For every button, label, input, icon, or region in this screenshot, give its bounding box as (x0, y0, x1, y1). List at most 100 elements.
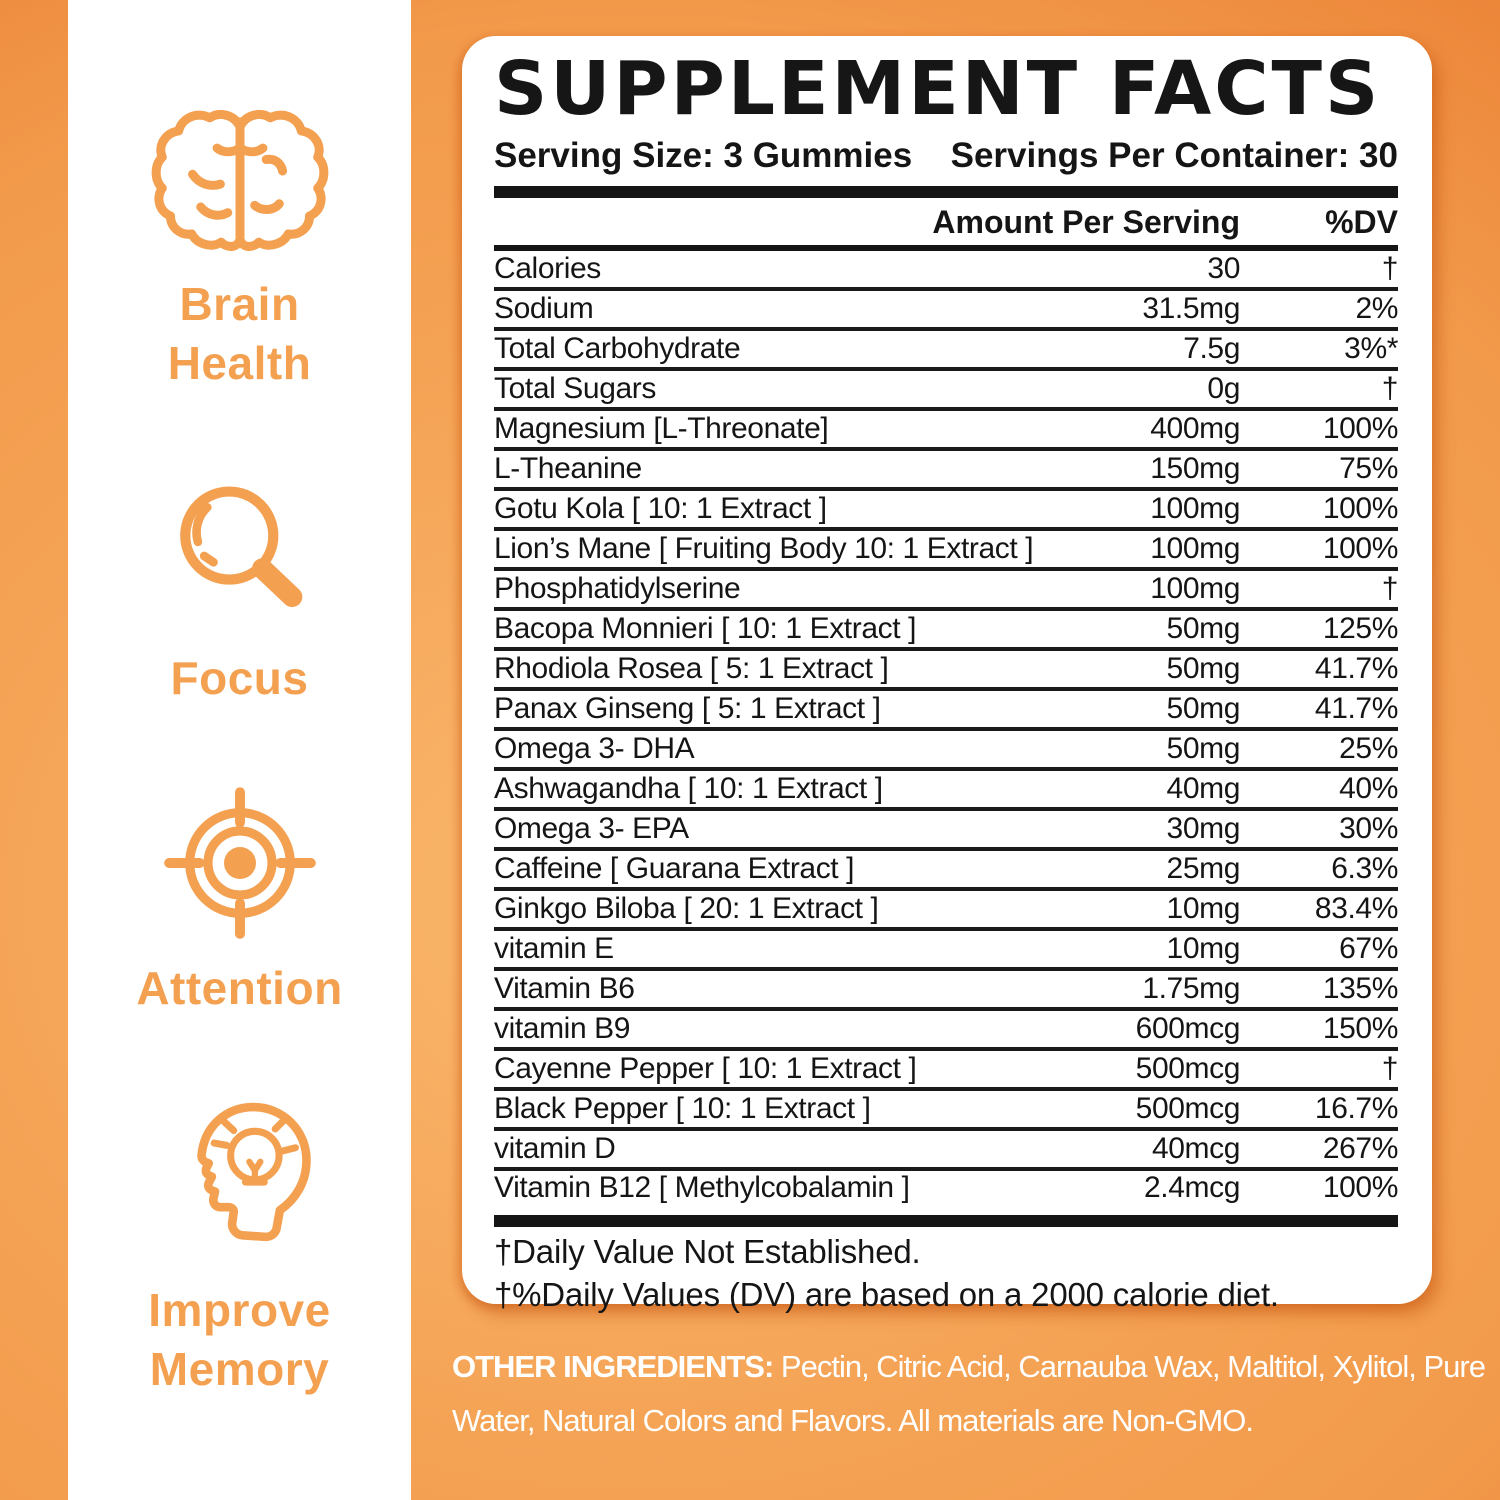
table-row: Calories 30 † (494, 251, 1398, 291)
ingredient-amount: 0g (1207, 372, 1240, 405)
ingredient-name: Bacopa Monnieri [ 10: 1 Extract ] (494, 612, 917, 645)
table-row: Total Carbohydrate 7.5g 3%* (494, 331, 1398, 371)
ingredient-dv: 41.7% (1314, 692, 1398, 725)
ingredient-amount: 500mcg (1135, 1052, 1241, 1085)
ingredient-dv: 2% (1355, 292, 1398, 325)
ingredient-amount: 50mg (1166, 732, 1241, 765)
ingredient-name: Sodium (494, 292, 594, 325)
header-dv: %DV (1325, 204, 1398, 240)
ingredient-name: Vitamin B12 [ Methylcobalamin ] (494, 1171, 910, 1204)
ingredient-amount: 50mg (1166, 652, 1241, 685)
ingredient-dv: 6.3% (1331, 852, 1398, 885)
table-row: Omega 3- DHA 50mg 25% (494, 731, 1398, 771)
ingredient-name: L-Theanine (494, 452, 642, 485)
ingredient-dv: 150% (1322, 1012, 1399, 1045)
ingredient-name: Caffeine [ Guarana Extract ] (494, 852, 855, 885)
ingredient-dv: 3%* (1344, 332, 1398, 365)
table-row: Vitamin B12 [ Methylcobalamin ] 2.4mcg 1… (494, 1171, 1398, 1205)
ingredient-dv: 40% (1339, 772, 1398, 805)
table-header: Amount Per Serving %DV (494, 198, 1398, 251)
footnotes: †Daily Value Not Established. †%Daily Va… (494, 1233, 1398, 1315)
ingredient-amount: 50mg (1166, 692, 1241, 725)
table-row: vitamin D 40mcg 267% (494, 1131, 1398, 1171)
head-lightbulb-icon (196, 1102, 311, 1242)
table-row: Black Pepper [ 10: 1 Extract ] 500mcg 16… (494, 1091, 1398, 1131)
table-row: Magnesium [L-Threonate] 400mg 100% (494, 411, 1398, 451)
ingredient-amount: 400mg (1150, 412, 1240, 445)
ingredient-dv: 100% (1322, 412, 1399, 445)
serving-size: Serving Size: 3 Gummies (494, 136, 913, 175)
ingredient-amount: 30 (1207, 252, 1240, 285)
facts-table-body: Calories 30 † Sodium 31.5mg 2% Total Car… (494, 251, 1398, 1205)
ingredient-amount: 100mg (1150, 532, 1240, 565)
magnifier-icon (180, 486, 303, 608)
table-row: Cayenne Pepper [ 10: 1 Extract ] 500mcg … (494, 1051, 1398, 1091)
ingredient-amount: 31.5mg (1142, 292, 1240, 325)
ingredient-dv: † (1381, 1052, 1399, 1085)
target-icon (163, 787, 316, 939)
ingredient-name: Vitamin B6 (494, 972, 635, 1005)
ingredient-amount: 25mg (1166, 852, 1241, 885)
ingredient-amount: 2.4mcg (1144, 1171, 1240, 1204)
ingredient-name: Omega 3- EPA (494, 812, 689, 845)
table-row: Vitamin B6 1.75mg 135% (494, 971, 1398, 1011)
ingredient-amount: 40mcg (1151, 1132, 1240, 1165)
panel-title: SUPPLEMENT FACTS (494, 46, 1382, 132)
ingredient-dv: † (1381, 372, 1399, 405)
serving-info: Serving Size: 3 Gummies Servings Per Con… (494, 136, 1398, 176)
benefit-label: Focus (170, 652, 309, 705)
ingredient-dv: 100% (1322, 492, 1399, 525)
ingredient-name: Calories (494, 252, 601, 285)
ingredient-dv: † (1381, 572, 1399, 605)
ingredient-dv: 135% (1322, 972, 1399, 1005)
table-row: L-Theanine 150mg 75% (494, 451, 1398, 491)
table-row: Rhodiola Rosea [ 5: 1 Extract ] 50mg 41.… (494, 651, 1398, 691)
table-row: Total Sugars 0g † (494, 371, 1398, 411)
ingredient-name: Cayenne Pepper [ 10: 1 Extract ] (494, 1052, 917, 1085)
footnote-dv-basis: †%Daily Values (DV) are based on a 2000 … (494, 1275, 1279, 1313)
benefits-strip: Brain Health Focus Attention (68, 0, 411, 1500)
ingredient-name: Panax Ginseng [ 5: 1 Extract ] (494, 692, 881, 725)
ingredient-name: vitamin B9 (494, 1012, 631, 1045)
ingredient-dv: 83.4% (1314, 892, 1398, 925)
ingredient-name: Ashwagandha [ 10: 1 Extract ] (494, 772, 883, 805)
ingredient-name: vitamin D (494, 1132, 616, 1165)
ingredient-amount: 50mg (1166, 612, 1241, 645)
ingredient-amount: 30mg (1166, 812, 1241, 845)
table-row: Lion’s Mane [ Fruiting Body 10: 1 Extrac… (494, 531, 1398, 571)
benefit-attention: Attention (136, 783, 342, 1018)
ingredient-name: Phosphatidylserine (494, 572, 741, 605)
ingredient-amount: 10mg (1166, 932, 1241, 965)
table-row: vitamin E 10mg 67% (494, 931, 1398, 971)
table-row: Omega 3- EPA 30mg 30% (494, 811, 1398, 851)
ingredient-dv: 267% (1322, 1132, 1399, 1165)
table-row: Phosphatidylserine 100mg † (494, 571, 1398, 611)
benefit-label: Brain Health (167, 278, 312, 390)
benefit-brain-health: Brain Health (107, 101, 372, 393)
benefit-focus: Focus (157, 468, 322, 708)
brain-icon (151, 110, 328, 252)
ingredient-name: Magnesium [L-Threonate] (494, 412, 829, 445)
table-row: Caffeine [ Guarana Extract ] 25mg 6.3% (494, 851, 1398, 891)
table-row: Gotu Kola [ 10: 1 Extract ] 100mg 100% (494, 491, 1398, 531)
table-row: vitamin B9 600mcg 150% (494, 1011, 1398, 1051)
ingredient-dv: 16.7% (1314, 1092, 1398, 1125)
divider-thick-bottom (494, 1215, 1398, 1227)
ingredient-name: Omega 3- DHA (494, 732, 695, 765)
ingredient-name: Total Carbohydrate (494, 332, 741, 365)
benefit-improve-memory: Improve Memory (107, 1093, 372, 1399)
ingredient-amount: 40mg (1166, 772, 1241, 805)
ingredient-name: Lion’s Mane [ Fruiting Body 10: 1 Extrac… (494, 532, 1034, 565)
ingredient-dv: 30% (1339, 812, 1398, 845)
divider-thick-top (494, 186, 1398, 198)
ingredient-dv: 100% (1322, 532, 1399, 565)
table-row: Bacopa Monnieri [ 10: 1 Extract ] 50mg 1… (494, 611, 1398, 651)
header-amount-per-serving: Amount Per Serving (932, 204, 1240, 240)
ingredient-name: Gotu Kola [ 10: 1 Extract ] (494, 492, 827, 525)
ingredient-amount: 500mcg (1135, 1092, 1241, 1125)
supplement-facts-panel: SUPPLEMENT FACTS Serving Size: 3 Gummies… (462, 36, 1432, 1313)
ingredient-dv: 125% (1322, 612, 1399, 645)
other-ingredients-label: OTHER INGREDIENTS: (452, 1349, 774, 1384)
ingredient-name: Black Pepper [ 10: 1 Extract ] (494, 1092, 871, 1125)
